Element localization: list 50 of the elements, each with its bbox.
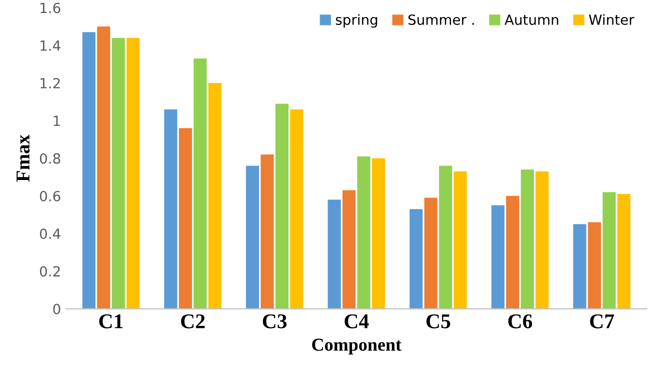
bar [439, 166, 452, 309]
bar [260, 154, 274, 309]
bar [573, 224, 586, 309]
y-tick-label: 0.8 [40, 153, 60, 164]
bar [126, 38, 140, 309]
y-tick-label: 1.4 [40, 40, 60, 51]
bar [82, 32, 96, 309]
bar [520, 170, 534, 309]
legend-label: Summer . [408, 14, 474, 25]
bar [372, 158, 386, 309]
bar [617, 194, 630, 309]
bar [342, 190, 356, 309]
x-tick-label: C6 [508, 314, 532, 328]
bar [290, 109, 304, 309]
bar [97, 26, 110, 309]
y-tick-label: 0.4 [40, 228, 60, 240]
bar [602, 192, 616, 309]
x-tick-label: C2 [181, 314, 205, 328]
bar [424, 198, 438, 309]
x-tick-label: C4 [344, 314, 369, 328]
bar [588, 222, 601, 309]
y-tick-label: 0 [53, 304, 60, 314]
bar [246, 166, 260, 309]
x-tick-label: C1 [99, 314, 123, 328]
x-tick-label: C3 [262, 314, 287, 328]
bar [112, 38, 125, 309]
y-tick-label: 1 [54, 116, 60, 126]
y-tick-label: 1.2 [40, 78, 60, 88]
legend-label: Autumn [504, 14, 558, 25]
y-tick-label: 0.2 [40, 266, 60, 277]
bar [164, 109, 178, 309]
bar [178, 128, 192, 309]
bar [536, 171, 549, 309]
legend-label: spring [336, 14, 378, 28]
legend-label: Winter [588, 14, 634, 25]
bar [194, 58, 207, 309]
bar [208, 82, 222, 309]
bar [491, 205, 504, 309]
bar [454, 171, 467, 309]
bar [506, 196, 520, 309]
y-tick-label: 0.6 [40, 190, 60, 202]
y-tick-label: 1.6 [40, 2, 60, 14]
x-tick-label: C7 [590, 314, 614, 328]
x-axis-title: Component [312, 338, 402, 354]
bar [328, 200, 341, 309]
x-tick-label: C5 [426, 314, 450, 328]
y-axis-title: Fmax [16, 134, 30, 182]
bar [357, 156, 370, 309]
bar [275, 104, 289, 309]
bar [410, 209, 423, 309]
